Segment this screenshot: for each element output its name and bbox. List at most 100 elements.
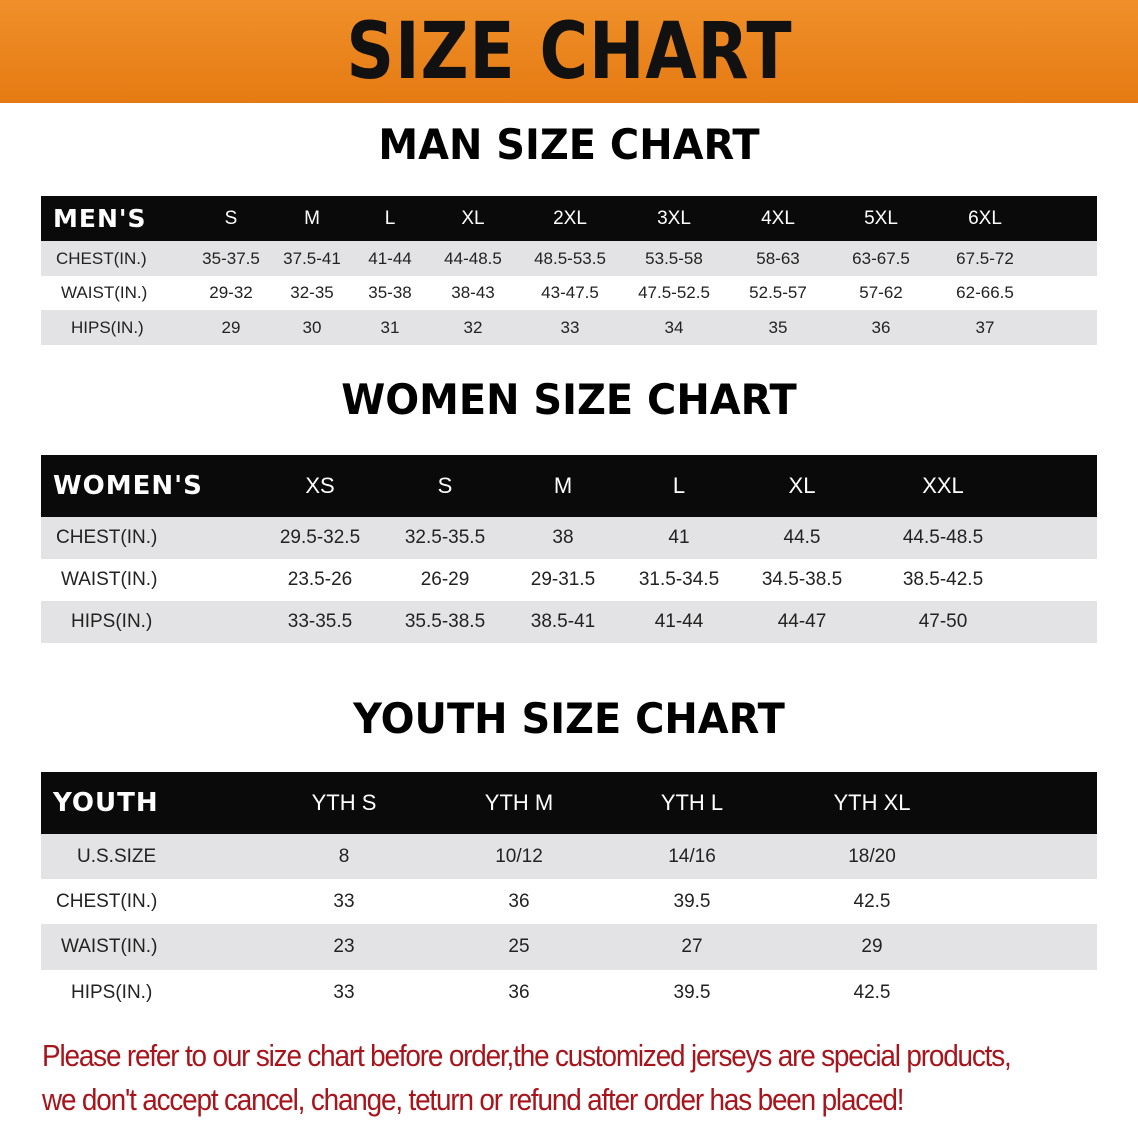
women-row-label: HIPS(IN.) bbox=[71, 611, 153, 632]
youth-header-label: YOUTH bbox=[53, 788, 159, 818]
banner: SIZE CHART bbox=[0, 0, 1138, 103]
men-cell: 67.5-72 bbox=[956, 248, 1014, 268]
youth-cell: 25 bbox=[508, 936, 530, 957]
men-cell: 31 bbox=[380, 317, 400, 337]
youth-cell: 27 bbox=[681, 936, 703, 957]
youth-cell: 33 bbox=[333, 890, 355, 912]
women-cell: 34.5-38.5 bbox=[761, 569, 843, 590]
men-cell: 53.5-58 bbox=[645, 248, 703, 268]
women-row-waist-in: WAIST(IN.) 23.5-26 26-29 29-31.5 31.5-34.5 34… bbox=[41, 559, 1097, 601]
men-cell: 35-38 bbox=[368, 283, 412, 302]
men-cell: 35 bbox=[768, 317, 788, 337]
youth-row-hips-in: HIPS(IN.) 33 36 39.5 42.5 bbox=[41, 970, 1097, 1015]
women-size-s: S bbox=[437, 473, 453, 498]
men-cell: 32 bbox=[463, 317, 483, 337]
youth-row-chest-in: CHEST(IN.) 33 36 39.5 42.5 bbox=[41, 879, 1097, 924]
women-section-title: WOMEN SIZE CHART bbox=[341, 375, 797, 424]
men-row-label: WAIST(IN.) bbox=[61, 283, 148, 302]
men-size-m: M bbox=[304, 207, 320, 229]
women-cell: 44.5-48.5 bbox=[902, 527, 984, 548]
men-cell: 30 bbox=[302, 317, 322, 337]
men-cell: 32-35 bbox=[290, 283, 334, 302]
women-size-xxl: XXL bbox=[922, 473, 964, 498]
men-cell: 52.5-57 bbox=[749, 283, 807, 302]
men-cell: 34 bbox=[664, 317, 684, 337]
youth-cell: 18/20 bbox=[848, 845, 896, 867]
youth-cell: 36 bbox=[508, 890, 530, 912]
women-cell: 23.5-26 bbox=[287, 569, 353, 590]
women-header-label: WOMEN'S bbox=[53, 471, 203, 501]
men-size-2xl: 2XL bbox=[553, 207, 587, 229]
men-cell: 63-67.5 bbox=[852, 248, 910, 268]
men-row-label: HIPS(IN.) bbox=[71, 317, 144, 337]
youth-row-label: U.S.SIZE bbox=[77, 845, 157, 867]
women-cell: 29.5-32.5 bbox=[279, 527, 361, 548]
women-cell: 29-31.5 bbox=[530, 569, 596, 590]
men-cell: 57-62 bbox=[859, 283, 903, 302]
women-row-chest-in: CHEST(IN.) 29.5-32.5 32.5-35.5 38 41 44.5 44.5… bbox=[41, 517, 1097, 559]
men-cell: 47.5-52.5 bbox=[638, 283, 710, 302]
men-row-chest-in: CHEST(IN.) 35-37.5 37.5-41 41-44 44-48.5 48.5… bbox=[41, 241, 1097, 276]
men-row-label: CHEST(IN.) bbox=[56, 248, 147, 268]
men-cell: 35-37.5 bbox=[202, 248, 260, 268]
women-cell: 33-35.5 bbox=[287, 611, 353, 632]
youth-size-yth-m: YTH M bbox=[484, 790, 554, 815]
women-cell: 38 bbox=[552, 527, 574, 548]
men-cell: 29 bbox=[221, 317, 241, 337]
men-size-5xl: 5XL bbox=[864, 207, 898, 229]
men-size-xl: XL bbox=[461, 207, 485, 229]
youth-cell: 14/16 bbox=[668, 845, 716, 867]
women-size-m: M bbox=[553, 473, 573, 498]
youth-size-yth-xl: YTH XL bbox=[833, 790, 911, 815]
youth-row-u-s-size: U.S.SIZE 8 10/12 14/16 18/20 bbox=[41, 834, 1097, 879]
men-cell: 29-32 bbox=[209, 283, 253, 302]
women-row-label: CHEST(IN.) bbox=[56, 527, 158, 548]
men-header-label: MEN'S bbox=[53, 204, 147, 233]
women-size-xl: XL bbox=[788, 473, 816, 498]
men-size-3xl: 3XL bbox=[657, 207, 691, 229]
women-cell: 31.5-34.5 bbox=[638, 569, 720, 590]
women-cell: 44-47 bbox=[777, 611, 827, 632]
banner-title: SIZE CHART bbox=[345, 6, 793, 97]
youth-row-waist-in: WAIST(IN.) 23 25 27 29 bbox=[41, 924, 1097, 970]
men-row-waist-in: WAIST(IN.) 29-32 32-35 35-38 38-43 43-47.5 47.… bbox=[41, 276, 1097, 310]
women-cell: 26-29 bbox=[420, 569, 470, 590]
women-row-label: WAIST(IN.) bbox=[61, 569, 158, 590]
youth-cell: 42.5 bbox=[853, 890, 891, 912]
youth-cell: 39.5 bbox=[673, 981, 711, 1003]
men-size-s: S bbox=[224, 207, 238, 229]
youth-cell: 39.5 bbox=[673, 890, 711, 912]
women-cell: 35.5-38.5 bbox=[404, 611, 486, 632]
women-row-hips-in: HIPS(IN.) 33-35.5 35.5-38.5 38.5-41 41-44 44-… bbox=[41, 601, 1097, 643]
men-cell: 36 bbox=[871, 317, 891, 337]
youth-cell: 10/12 bbox=[495, 845, 543, 867]
women-cell: 44.5 bbox=[783, 527, 821, 548]
men-cell: 44-48.5 bbox=[444, 248, 502, 268]
youth-row-label: HIPS(IN.) bbox=[71, 981, 153, 1003]
women-header-row: WOMEN'S XS S M L XL XXL bbox=[41, 455, 1097, 517]
youth-section-title: YOUTH SIZE CHART bbox=[353, 694, 785, 743]
youth-row-label: CHEST(IN.) bbox=[56, 890, 158, 912]
men-cell: 38-43 bbox=[451, 283, 495, 302]
men-row-hips-in: HIPS(IN.) 29 30 31 32 33 34 35 36 37 bbox=[41, 310, 1097, 345]
men-cell: 37.5-41 bbox=[283, 248, 341, 268]
youth-row-label: WAIST(IN.) bbox=[61, 936, 158, 957]
youth-cell: 8 bbox=[338, 845, 350, 867]
youth-cell: 33 bbox=[333, 981, 355, 1003]
men-cell: 58-63 bbox=[756, 248, 800, 268]
notice-line-1: Please refer to our size chart before or… bbox=[42, 1038, 1012, 1073]
youth-cell: 29 bbox=[861, 936, 883, 957]
youth-cell: 36 bbox=[508, 981, 530, 1003]
notice-line-2: we don't accept cancel, change, teturn o… bbox=[42, 1082, 905, 1117]
men-cell: 48.5-53.5 bbox=[534, 248, 606, 268]
women-cell: 38.5-42.5 bbox=[902, 569, 984, 590]
men-cell: 41-44 bbox=[368, 248, 412, 268]
men-header-row: MEN'S S M L XL 2XL 3XL 4XL 5XL 6XL bbox=[41, 196, 1097, 241]
men-size-l: L bbox=[384, 207, 396, 229]
women-cell: 32.5-35.5 bbox=[404, 527, 486, 548]
youth-size-yth-s: YTH S bbox=[311, 790, 377, 815]
women-cell: 47-50 bbox=[918, 611, 968, 632]
women-cell: 41 bbox=[668, 527, 690, 548]
men-cell: 37 bbox=[975, 317, 995, 337]
women-size-xs: XS bbox=[305, 473, 335, 498]
